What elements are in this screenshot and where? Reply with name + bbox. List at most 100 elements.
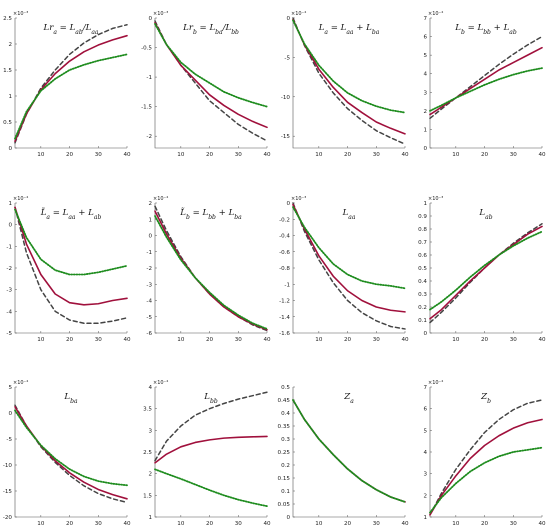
y-tick-label: 4 [423,72,427,78]
y-tick-label: 0.15 [278,476,291,482]
series-line-1 [429,223,543,324]
y-tick-label: 0.05 [278,502,291,508]
y-tick-label: 1 [8,201,12,207]
axis-frame [292,203,405,334]
y-tick-label: 0 [148,16,152,22]
x-tick-label: 40 [263,337,271,343]
x-tick-label: 20 [206,521,214,527]
x-tick-label: 30 [235,152,243,158]
y-tick-label: 3.5 [143,407,152,413]
y-tick-label: 5 [423,53,427,59]
axis-frame [154,203,267,334]
y-tick-label: -5 [6,437,12,443]
x-tick-label: 20 [481,152,489,158]
y-tick-label: -1 [146,250,152,256]
y-tick-label: -20 [3,515,13,521]
x-tick-label: 30 [510,337,518,343]
series-line-2 [429,418,543,516]
x-tick-label: 20 [66,521,74,527]
x-tick-label: 20 [66,152,74,158]
y-tick-label: -5 [284,55,290,61]
y-tick-label: 0.1 [281,489,290,495]
axis-exponent: ×10⁻³ [153,11,168,17]
series-line-3 [14,53,128,140]
y-tick-label: -1 [284,282,290,288]
y-tick-label: -3 [146,282,152,288]
series-line-1 [14,206,128,324]
x-tick-label: 40 [401,152,409,158]
series-line-1 [14,404,128,504]
y-tick-label: -3 [6,288,12,294]
series-line-1 [14,24,128,144]
series-line-2 [292,18,406,135]
series-line-3 [292,19,406,114]
series-line-1 [292,202,406,330]
y-tick-label: 0.4 [281,411,290,417]
series-line-3 [429,67,543,112]
y-tick-label: 3 [423,472,427,478]
series-line-1 [154,205,268,332]
x-tick-label: 40 [263,521,271,527]
chart-panel: ×10⁻⁴10-1-2-3-4-510 20 30 40L̃a = Laa + Lab [6,196,131,343]
y-tick-label: 6 [423,35,427,41]
x-tick-label: 10 [37,521,45,527]
y-tick-label: 1 [148,515,152,521]
y-tick-label: 0.2 [418,305,427,311]
x-tick-label: 30 [95,521,103,527]
series-line-2 [14,34,128,143]
y-tick-label: 1 [423,127,427,133]
x-tick-label: 40 [538,521,546,527]
chart-panel: ×10⁻³ 0 0.5 1 1.5 2 2.5 10 20 30 40 Lra = Lab/Laa [3,11,131,158]
axis-frame [292,18,405,149]
chart-panel: 0 0.05 0.1 0.15 0.2 0.25 0.3 0.35 0.4 0.45 0.5 10 20… [278,385,409,527]
series-line-2 [292,399,406,503]
x-tick-label: 40 [263,152,271,158]
axis-exponent: ×10⁻⁴ [153,196,168,202]
x-tick-label: 30 [235,337,243,343]
series-line-3 [14,208,128,276]
y-tick-label: -5 [6,331,12,337]
x-tick-label: 30 [373,152,381,158]
y-tick-label: 0.8 [418,227,427,233]
x-tick-label: 20 [344,521,352,527]
y-tick-label: 0 [148,234,152,240]
x-tick-label: 20 [344,337,352,343]
y-tick-label: 2 [148,201,152,207]
y-tick-label: -1.5 [141,105,152,111]
axis-exponent: ×10⁻⁴ [13,196,28,202]
y-tick-label: 3 [423,90,427,96]
y-tick-label: 7 [423,16,427,22]
series-line-2 [14,206,128,306]
axis-exponent: ×10⁻⁴ [13,380,28,386]
y-tick-label: 0 [423,331,427,337]
y-tick-label: 0.2 [281,463,290,469]
series-line-1 [154,20,268,142]
y-tick-label: 0 [8,146,12,152]
y-tick-label: 0.5 [281,385,290,391]
y-tick-label: 2 [423,493,427,499]
x-tick-label: 10 [315,152,323,158]
y-tick-label: 0 [423,146,427,152]
y-tick-label: -1.4 [279,315,290,321]
y-tick-label: 6 [423,407,427,413]
chart-panel: ×10⁻³ 0 0.1 0.2 0.3 0.4 0.5 0.6 0.7 0.8 0.9 1 10 20 30… [418,196,546,343]
series-line-1 [429,399,543,516]
y-tick-label: 3 [148,428,152,434]
y-tick-label: 0 [8,411,12,417]
chart-panel: ×10⁻⁴ 1 1.5 2 2.5 3 3.5 4 10 20 30 40 Lbb [143,380,271,527]
chart-panel: ×10⁻³0 -0.5 -1 -1.5 -2 10 20 30 40 Lrb = Lba/Lbb [141,11,271,158]
series-line-3 [292,399,406,503]
chart-title: Zb [480,392,491,405]
x-tick-label: 10 [452,521,460,527]
y-tick-label: 0.4 [418,279,427,285]
x-tick-label: 20 [66,337,74,343]
y-tick-label: 1 [423,201,427,207]
chart-title: La = Laa + Lba [318,23,380,36]
x-tick-label: 10 [315,337,323,343]
y-tick-label: 0 [286,16,290,22]
series-line-3 [292,206,406,290]
chart-panel: ×10⁻⁴ 0 1 2 3 4 5 6 7 10 20 30 40 Lb = Lbb + Lab [423,11,546,158]
